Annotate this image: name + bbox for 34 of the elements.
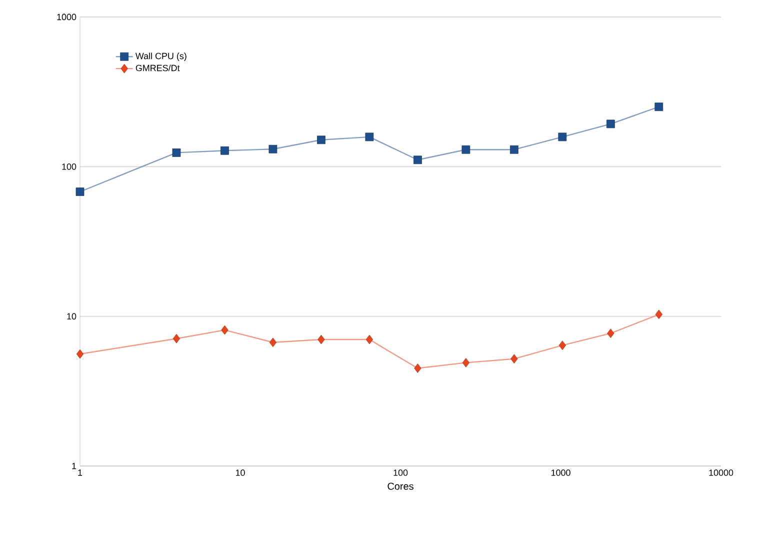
- x-tick-label: 10: [236, 470, 245, 476]
- x-tick-label: 10000: [709, 470, 734, 476]
- point: [413, 156, 422, 164]
- point: [221, 325, 228, 335]
- point: [269, 338, 277, 348]
- point: [172, 148, 181, 157]
- point: [654, 102, 664, 112]
- x-tick-label: 100: [394, 470, 408, 476]
- point: [606, 120, 615, 128]
- x-tick-label: 1: [78, 470, 82, 476]
- point: [462, 145, 470, 154]
- point: [318, 334, 325, 344]
- point: [172, 334, 180, 344]
- y-tick-label: 100: [62, 163, 76, 170]
- y-tick-label: 1000: [57, 14, 76, 20]
- point: [655, 310, 662, 320]
- point: [558, 132, 567, 142]
- y-tick-label: 1: [72, 462, 76, 470]
- legend-label: GMRES/Dt: [136, 64, 180, 72]
- point: [510, 354, 518, 364]
- legend-label: Wall CPU (s): [135, 52, 186, 61]
- x-tick-label: 1000: [551, 470, 570, 476]
- point: [317, 136, 326, 144]
- x-axis-title: Cores: [388, 482, 414, 490]
- point: [510, 145, 518, 154]
- point: [268, 144, 278, 154]
- point: [462, 358, 470, 368]
- point: [220, 146, 229, 155]
- y-tick-label: 10: [67, 313, 76, 320]
- point: [558, 340, 566, 350]
- point: [366, 334, 373, 344]
- point: [414, 364, 422, 373]
- point: [607, 328, 614, 338]
- point: [365, 132, 374, 142]
